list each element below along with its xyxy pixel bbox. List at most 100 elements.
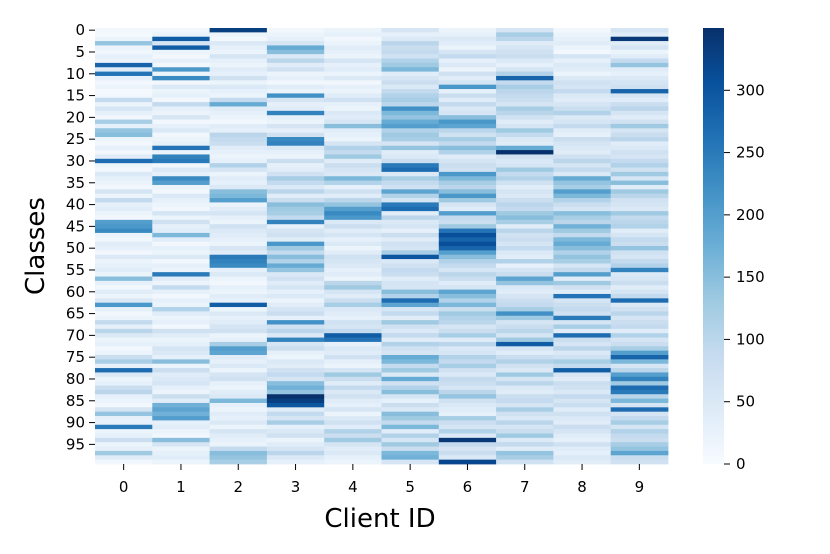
heatmap-cell	[209, 459, 268, 465]
heatmap-cell	[266, 80, 325, 86]
heatmap-cell	[209, 376, 268, 382]
heatmap-cell	[209, 215, 268, 221]
heatmap-cell	[553, 115, 612, 120]
heatmap-cell	[381, 337, 440, 343]
heatmap-cell	[496, 328, 554, 334]
heatmap-cell	[610, 228, 669, 234]
heatmap-cell	[610, 132, 669, 138]
heatmap-cell	[95, 280, 153, 286]
heatmap-cell	[266, 246, 325, 251]
heatmap-cell	[496, 424, 554, 430]
heatmap-cell	[438, 145, 497, 151]
heatmap-cell	[324, 102, 382, 107]
heatmap-cell	[496, 189, 554, 195]
heatmap-cell	[266, 167, 325, 173]
heatmap-cell	[381, 41, 440, 46]
heatmap-cell	[324, 224, 382, 229]
heatmap-cell	[324, 189, 382, 195]
heatmap-cell	[381, 36, 440, 42]
heatmap-cell	[610, 211, 669, 216]
heatmap-cell	[209, 28, 268, 33]
heatmap-cell	[381, 141, 440, 147]
heatmap-cell	[610, 376, 669, 382]
heatmap-cell	[152, 437, 210, 443]
heatmap-cell	[496, 137, 554, 142]
heatmap-cell	[610, 276, 669, 282]
heatmap-cell	[95, 333, 153, 338]
heatmap-cell	[610, 429, 669, 434]
heatmap-cell	[438, 302, 497, 308]
y-tick-label: 20	[66, 108, 85, 126]
heatmap-cell	[438, 237, 497, 243]
heatmap-cell	[496, 307, 554, 312]
heatmap-cell	[209, 411, 268, 417]
heatmap-cell	[381, 241, 440, 247]
heatmap-cell	[438, 455, 497, 461]
heatmap-cell	[438, 411, 497, 417]
heatmap-cell	[553, 176, 612, 181]
heatmap-cell	[496, 455, 554, 461]
heatmap-cell	[381, 267, 440, 273]
heatmap-cell	[266, 228, 325, 234]
heatmap-cell	[152, 119, 210, 125]
heatmap-cell	[324, 241, 382, 247]
heatmap-cell	[95, 32, 153, 38]
heatmap-cell	[610, 184, 669, 190]
heatmap-cell	[610, 363, 669, 369]
heatmap-cell	[553, 341, 612, 347]
heatmap-cell	[610, 193, 669, 199]
heatmap-cell	[209, 184, 268, 190]
x-tick-label: 1	[176, 478, 186, 496]
heatmap-cell	[610, 355, 669, 360]
heatmap-cell	[266, 93, 325, 99]
heatmap-cell	[152, 202, 210, 208]
heatmap-cell	[553, 411, 612, 417]
heatmap-cell	[95, 398, 153, 404]
heatmap-cell	[496, 402, 554, 408]
y-tick-label: 10	[66, 65, 85, 83]
heatmap-cell	[152, 446, 210, 452]
x-tick-label: 7	[520, 478, 530, 496]
heatmap-cell	[324, 180, 382, 186]
heatmap-cell	[324, 272, 382, 277]
heatmap-cell	[553, 459, 612, 465]
heatmap-cell	[152, 246, 210, 251]
heatmap-cell	[266, 259, 325, 264]
heatmap-cell	[381, 115, 440, 120]
heatmap-cell	[553, 215, 612, 221]
heatmap-cell	[610, 337, 669, 343]
heatmap-cell	[95, 376, 153, 382]
heatmap-cell	[324, 80, 382, 86]
heatmap-cell	[209, 429, 268, 434]
heatmap-cell	[152, 363, 210, 369]
heatmap-cell	[152, 137, 210, 142]
heatmap-cell	[553, 224, 612, 229]
heatmap-cell	[95, 93, 153, 99]
heatmap-cell	[496, 355, 554, 360]
heatmap-cell	[610, 158, 669, 164]
heatmap-cell	[610, 315, 669, 321]
heatmap-cell	[496, 123, 554, 129]
y-tick-label: 40	[66, 196, 85, 214]
heatmap-cell	[553, 368, 612, 373]
heatmap-cell	[553, 141, 612, 147]
heatmap-cell	[152, 250, 210, 256]
heatmap-cell	[381, 350, 440, 356]
heatmap-cell	[209, 171, 268, 177]
heatmap-cell	[95, 62, 153, 68]
heatmap-cell	[152, 315, 210, 321]
heatmap-cell	[381, 363, 440, 369]
heatmap-cell	[266, 341, 325, 347]
heatmap-cell	[209, 167, 268, 173]
heatmap-cell	[152, 429, 210, 434]
heatmap-cell	[152, 259, 210, 264]
heatmap-cell	[152, 49, 210, 55]
heatmap-cell	[553, 211, 612, 216]
heatmap-cell	[266, 289, 325, 295]
heatmap-cell	[95, 246, 153, 251]
heatmap-cell	[266, 45, 325, 51]
heatmap-cell	[209, 89, 268, 94]
heatmap-cell	[381, 442, 440, 447]
heatmap-cell	[324, 324, 382, 330]
heatmap-cell	[209, 416, 268, 421]
